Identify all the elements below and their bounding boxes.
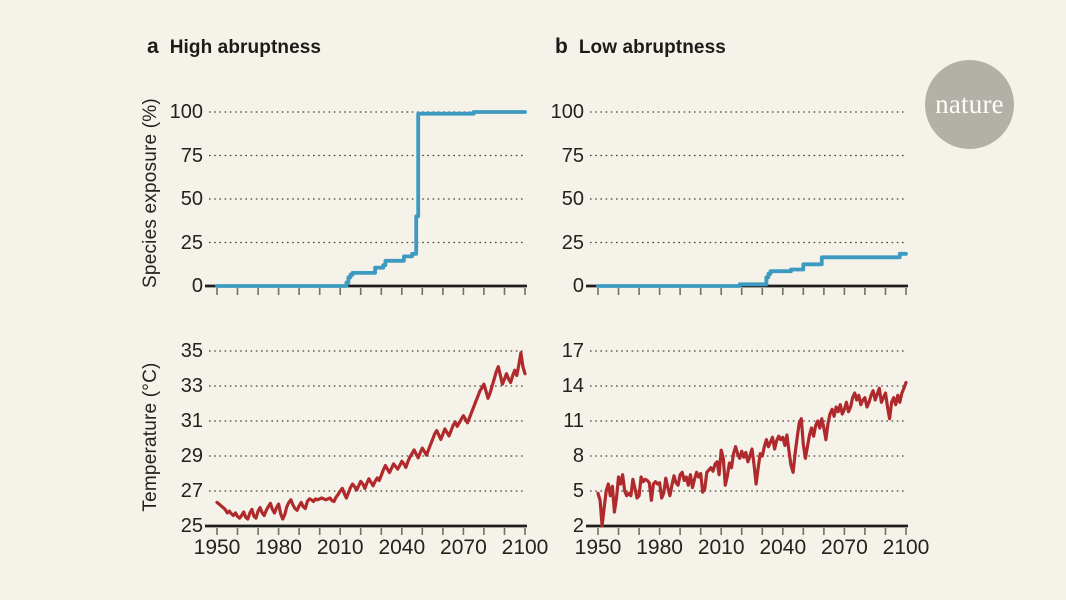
- panel-a-letter: a: [147, 35, 159, 58]
- x-tick-label: 2010: [316, 536, 364, 559]
- temperature_c-line: [596, 380, 908, 528]
- y-tick-label: 31: [180, 410, 203, 432]
- x-tick-label: 2070: [821, 536, 868, 559]
- y-tick-label: 0: [572, 275, 584, 297]
- x-tick-label: 2070: [440, 536, 487, 559]
- x-tick-label: 1950: [193, 536, 241, 559]
- y-tick-label: 100: [550, 101, 584, 123]
- x-tick-label: 1980: [636, 536, 683, 559]
- chart-temperature-low: [586, 350, 908, 535]
- y-tick-label: 29: [180, 445, 203, 467]
- x-tick-label: 2010: [697, 536, 745, 559]
- y-tick-label: 50: [561, 188, 584, 210]
- panel-b-title: Low abruptness: [578, 37, 726, 58]
- x-tick-label: 2100: [882, 536, 930, 559]
- y-tick-label: 50: [180, 188, 203, 210]
- temperature_c-line: [215, 351, 527, 521]
- y-tick-label: 100: [169, 101, 203, 123]
- panel-b-header: b Low abruptness: [555, 35, 726, 59]
- y-tick-label: 35: [180, 340, 203, 362]
- y-tick-label: 5: [572, 480, 584, 502]
- panel-a-title: High abruptness: [169, 37, 322, 58]
- x-tick-label: 1950: [574, 536, 622, 559]
- y-tick-label: 25: [180, 515, 203, 537]
- y-tick-label: 33: [180, 375, 203, 397]
- chart-temperature-high: [205, 350, 527, 535]
- x-tick-label: 2040: [378, 536, 426, 559]
- x-tick-label: 2100: [501, 536, 549, 559]
- nature-logo: nature: [925, 60, 1014, 149]
- y-tick-label: 0: [191, 275, 203, 297]
- x-tick-label: 2040: [759, 536, 807, 559]
- y-tick-label: 75: [561, 144, 584, 167]
- y-tick-label: 11: [563, 410, 584, 432]
- species_exposure_pct-line: [215, 110, 527, 288]
- nature-logo-text: nature: [935, 89, 1004, 119]
- x-tick-label: 1980: [255, 536, 302, 559]
- y-tick-label: 8: [572, 445, 584, 467]
- y-tick-label: 14: [561, 375, 584, 397]
- panel-a-header: a High abruptness: [147, 35, 321, 59]
- y-tick-label: 2: [572, 515, 584, 537]
- y-tick-label: 27: [180, 480, 203, 502]
- chart-species-exposure-high: [205, 110, 527, 295]
- y-tick-label: 75: [180, 144, 203, 167]
- y-tick-label: 25: [561, 231, 584, 254]
- chart-species-exposure-low: [586, 111, 908, 295]
- y-tick-label: 17: [561, 340, 584, 362]
- panel-b-letter: b: [555, 35, 568, 58]
- y-tick-label: 25: [180, 231, 203, 254]
- species_exposure_pct-line: [596, 251, 908, 288]
